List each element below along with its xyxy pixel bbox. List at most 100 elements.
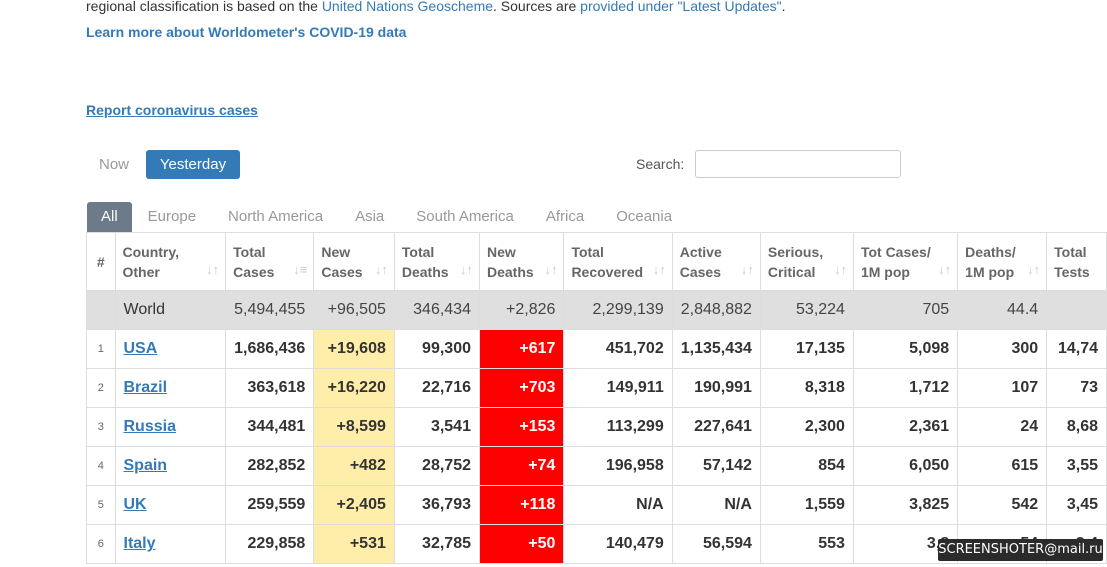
cell-new-deaths: +50 [478, 524, 565, 564]
header-label-line1: Serious, [767, 243, 824, 260]
cell-total-deaths: 22,716 [393, 368, 480, 408]
header-active-cases[interactable]: Active Cases ↓↑ [671, 232, 761, 291]
cell-total-deaths: 3,541 [393, 407, 480, 447]
table-row: 3 Russia 344,481 +8,599 3,541 +153 113,299 227,… [86, 407, 1107, 447]
cell-new-cases: +96,505 [313, 290, 395, 330]
header-label-line2: Cases [233, 263, 275, 280]
geoscheme-link[interactable]: United Nations Geoscheme [321, 0, 494, 14]
header-label-line1: Country, [122, 243, 180, 260]
cell-total-tests: 14,74 [1046, 329, 1107, 369]
cell-serious-critical: 1,559 [759, 485, 854, 525]
yesterday-tab[interactable]: Yesterday [146, 150, 240, 179]
cell-num: 4 [86, 446, 116, 486]
intro-mid: . Sources are [493, 0, 581, 14]
sort-icon[interactable]: ↓↑ [1027, 262, 1041, 277]
cell-new-deaths: +153 [478, 407, 565, 447]
header-label-line1: Deaths/ [965, 243, 1016, 260]
region-tab-oceania[interactable]: Oceania [616, 208, 673, 225]
sort-icon[interactable]: ↓↑ [544, 262, 558, 277]
cell-total-recovered: 196,958 [563, 446, 673, 486]
cell-country: Spain [114, 446, 227, 486]
region-tab-africa[interactable]: Africa [545, 208, 585, 225]
cell-active-cases: N/A [671, 485, 761, 525]
country-link[interactable]: Italy [123, 535, 156, 552]
learn-more-link[interactable]: Learn more about Worldometer's COVID-19 … [86, 24, 407, 40]
sort-icon[interactable]: ↓↑ [652, 262, 666, 277]
header-label-line1: Total [401, 243, 435, 260]
cell-serious-critical: 553 [759, 524, 854, 564]
region-tab-north-america[interactable]: North America [228, 208, 324, 225]
header-new-cases[interactable]: New Cases ↓↑ [313, 232, 395, 291]
cell-total-deaths: 28,752 [393, 446, 480, 486]
cell-active-cases: 1,135,434 [671, 329, 761, 369]
header-deaths-per-1m[interactable]: Deaths/1M pop ↓↑ [957, 232, 1048, 291]
latest-updates-link[interactable]: provided under "Latest Updates" [580, 0, 782, 14]
cell-new-deaths: +74 [478, 446, 565, 486]
country-link[interactable]: USA [123, 340, 158, 357]
country-link[interactable]: UK [123, 496, 147, 513]
cell-country: Russia [114, 407, 227, 447]
header-label-line1: # [96, 253, 105, 270]
intro-text: regional classification is based on the … [86, 0, 785, 14]
sort-icon[interactable]: ↓↑ [459, 262, 473, 277]
cell-new-cases: +531 [313, 524, 395, 564]
region-tab-south-america[interactable]: South America [416, 208, 514, 225]
sort-icon[interactable]: ↓↑ [374, 262, 388, 277]
table-body: World 5,494,455 +96,505 346,434 +2,826 2,299,… [86, 290, 1107, 564]
intro-before: regional classification is based on the [86, 0, 322, 14]
cell-country: UK [114, 485, 227, 525]
cell-active-cases: 56,594 [671, 524, 761, 564]
header-country[interactable]: Country, Other ↓↑ [114, 232, 227, 291]
now-tab[interactable]: Now [99, 156, 130, 173]
header-total-cases[interactable]: Total Cases ↓≡ [225, 232, 315, 291]
header-total-recovered[interactable]: Total Recovered ↓↑ [563, 232, 673, 291]
region-tab-asia[interactable]: Asia [355, 208, 385, 225]
cell-country: Italy [114, 524, 227, 564]
country-link[interactable]: Russia [123, 418, 176, 435]
header-label-line2: Deaths [401, 263, 449, 280]
sort-icon[interactable]: ↓≡ [293, 262, 308, 277]
table-row: 5 UK 259,559 +2,405 36,793 +118 N/A N/A 1,559 3,8… [86, 485, 1107, 525]
search-input[interactable] [695, 150, 901, 178]
covid-table: # Country, Other ↓↑ Total Cases ↓≡ New Cases ↓↑ To… [86, 232, 1107, 564]
cell-total-cases: 344,481 [225, 407, 315, 447]
cell-new-cases: +19,608 [313, 329, 395, 369]
sort-icon[interactable]: ↓↑ [938, 262, 952, 277]
header-serious-critical[interactable]: Serious, Critical ↓↑ [759, 232, 854, 291]
header-total-tests[interactable]: Total Tests [1046, 232, 1107, 291]
search-label: Search: [636, 156, 685, 172]
region-tab-europe[interactable]: Europe [147, 208, 197, 225]
header-label-line1: Active [679, 243, 722, 260]
watermark: SCREENSHOTER@mail.ru [938, 539, 1103, 561]
header-total-deaths[interactable]: Total Deaths ↓↑ [393, 232, 480, 291]
region-tab-all[interactable]: All [87, 202, 132, 232]
cell-new-cases: +2,405 [313, 485, 395, 525]
sort-icon[interactable]: ↓↑ [833, 262, 847, 277]
region-tabs: All Europe North America Asia South America A… [87, 202, 688, 232]
cell-total-deaths: 36,793 [393, 485, 480, 525]
country-link[interactable]: Brazil [123, 379, 168, 396]
header-label-line1: Total [233, 243, 266, 260]
cell-deaths-per-1m: 44.4 [957, 290, 1048, 330]
cell-deaths-per-1m: 300 [957, 329, 1048, 369]
header-num[interactable]: # [86, 232, 116, 291]
cell-active-cases: 57,142 [671, 446, 761, 486]
cell-cases-per-1m: 2,361 [852, 407, 959, 447]
cell-new-deaths: +617 [478, 329, 565, 369]
cell-new-cases: +16,220 [313, 368, 395, 408]
header-label-line1: Total [1054, 243, 1087, 260]
cell-total-recovered: 451,702 [563, 329, 673, 369]
header-label-line1: New [321, 243, 351, 260]
header-new-deaths[interactable]: New Deaths ↓↑ [478, 232, 565, 291]
country-link[interactable]: Spain [123, 457, 168, 474]
header-label-line2: Other [122, 263, 160, 280]
cell-deaths-per-1m: 107 [957, 368, 1048, 408]
header-cases-per-1m[interactable]: Tot Cases/1M pop ↓↑ [852, 232, 959, 291]
cell-total-recovered: 2,299,139 [563, 290, 673, 330]
cell-total-tests: 3,45 [1046, 485, 1107, 525]
sort-icon[interactable]: ↓↑ [740, 262, 754, 277]
cell-total-tests [1046, 290, 1107, 330]
report-cases-link[interactable]: Report coronavirus cases [86, 102, 258, 118]
sort-icon[interactable]: ↓↑ [206, 262, 220, 277]
cell-num: 5 [86, 485, 116, 525]
